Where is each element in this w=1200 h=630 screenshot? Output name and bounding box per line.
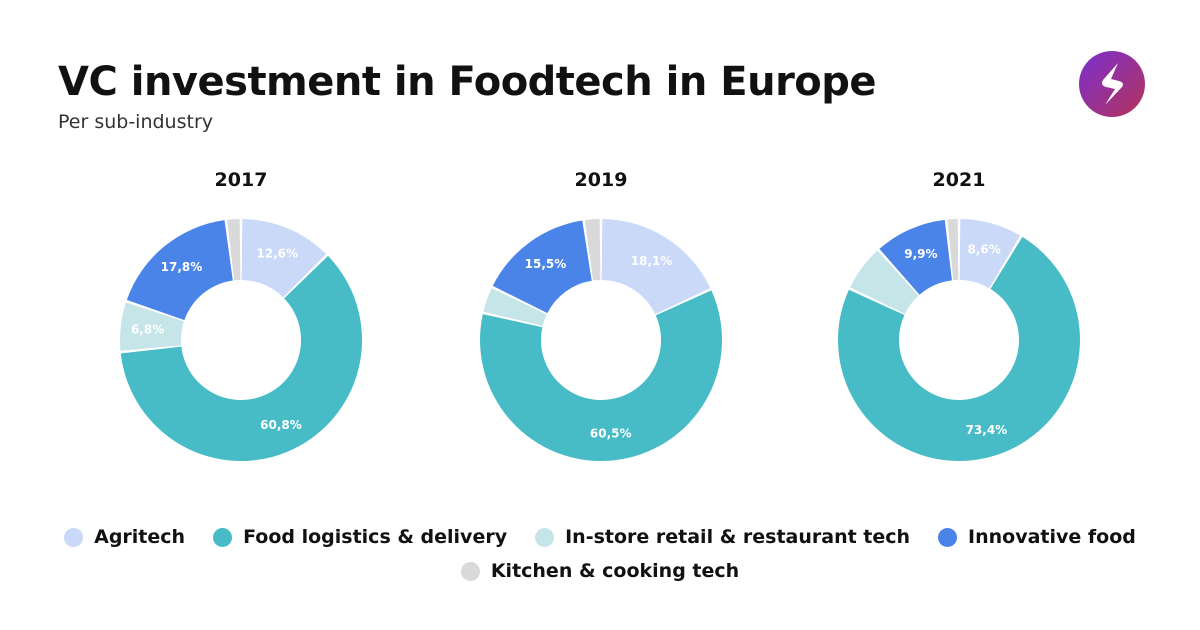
- slice-innovative-food: [492, 220, 592, 314]
- slice-agritech: [959, 219, 1021, 289]
- chart-title: 2021: [932, 169, 986, 191]
- slice-kitchen-cooking-tech: [947, 219, 959, 281]
- data-label-food-logistics-delivery: 60,5%: [590, 427, 632, 441]
- legend-label: Kitchen & cooking tech: [490, 560, 740, 582]
- donut-chart-2019: 2019 18,1% 60,5% 15,5%: [471, 160, 731, 480]
- donut-2021-svg: 8,6% 73,4% 9,9%: [838, 219, 1080, 461]
- legend-item-food-logistics: Food logistics & delivery: [213, 524, 507, 550]
- legend-dot: [213, 527, 233, 547]
- data-label-innovative-food: 9,9%: [904, 247, 937, 261]
- data-label-agritech: 18,1%: [631, 254, 673, 268]
- donut-chart-2017: 2017 12,6% 60,8% 6,8% 17,8%: [111, 160, 371, 480]
- donut-chart-2021: 2021 8,6% 73,4% 9,9%: [829, 160, 1089, 480]
- slice-in-store-retail-restaurant-tech: [850, 250, 919, 314]
- page-subtitle: Per sub-industry: [58, 111, 214, 133]
- slice-innovative-food: [126, 220, 233, 321]
- slice-agritech: [601, 219, 711, 315]
- legend-label: Agritech: [94, 526, 186, 548]
- slice-in-store-retail-restaurant-tech: [483, 288, 547, 326]
- slice-food-logistics-delivery: [480, 290, 722, 462]
- data-label-innovative-food: 15,5%: [525, 257, 567, 271]
- slice-food-logistics-delivery: [120, 255, 362, 462]
- donut-2017-svg: 12,6% 60,8% 6,8% 17,8%: [120, 219, 362, 462]
- donut-charts: 2017 12,6% 60,8% 6,8% 17,8% 2019 18,1% 60,5%…: [0, 160, 1200, 490]
- legend-item-agritech: Agritech: [64, 524, 185, 550]
- data-label-innovative-food: 17,8%: [161, 260, 203, 274]
- slice-innovative-food: [879, 219, 952, 295]
- legend-dot: [460, 561, 480, 581]
- slice-agritech: [241, 219, 327, 298]
- page-title: VC investment in Foodtech in Europe: [58, 59, 877, 105]
- legend-item-in-store-retail: In-store retail & restaurant tech: [535, 524, 910, 550]
- slice-kitchen-cooking-tech: [227, 219, 241, 281]
- data-label-food-logistics-delivery: 73,4%: [966, 423, 1008, 437]
- legend-item-kitchen-cooking: Kitchen & cooking tech: [460, 558, 740, 584]
- legend-dot: [535, 527, 555, 547]
- data-label-food-logistics-delivery: 60,8%: [260, 418, 302, 432]
- slice-food-logistics-delivery: [838, 236, 1080, 461]
- data-label-in-store-retail-restaurant-tech: 6,8%: [131, 322, 164, 336]
- lightning-s-logo-icon: [1079, 51, 1145, 117]
- slice-kitchen-cooking-tech: [584, 219, 601, 281]
- legend-dot: [938, 527, 958, 547]
- data-label-agritech: 12,6%: [256, 246, 298, 260]
- chart-legend: Agritech Food logistics & delivery In-st…: [40, 524, 1160, 584]
- legend-item-innovative-food: Innovative food: [938, 524, 1136, 550]
- data-label-agritech: 8,6%: [967, 242, 1000, 256]
- slice-in-store-retail-restaurant-tech: [120, 302, 184, 351]
- donut-2019-svg: 18,1% 60,5% 15,5%: [480, 219, 722, 462]
- legend-label: In-store retail & restaurant tech: [565, 526, 911, 548]
- chart-title: 2019: [574, 169, 628, 191]
- legend-label: Food logistics & delivery: [243, 526, 508, 548]
- chart-title: 2017: [214, 169, 268, 191]
- legend-dot: [64, 527, 84, 547]
- legend-label: Innovative food: [968, 526, 1136, 548]
